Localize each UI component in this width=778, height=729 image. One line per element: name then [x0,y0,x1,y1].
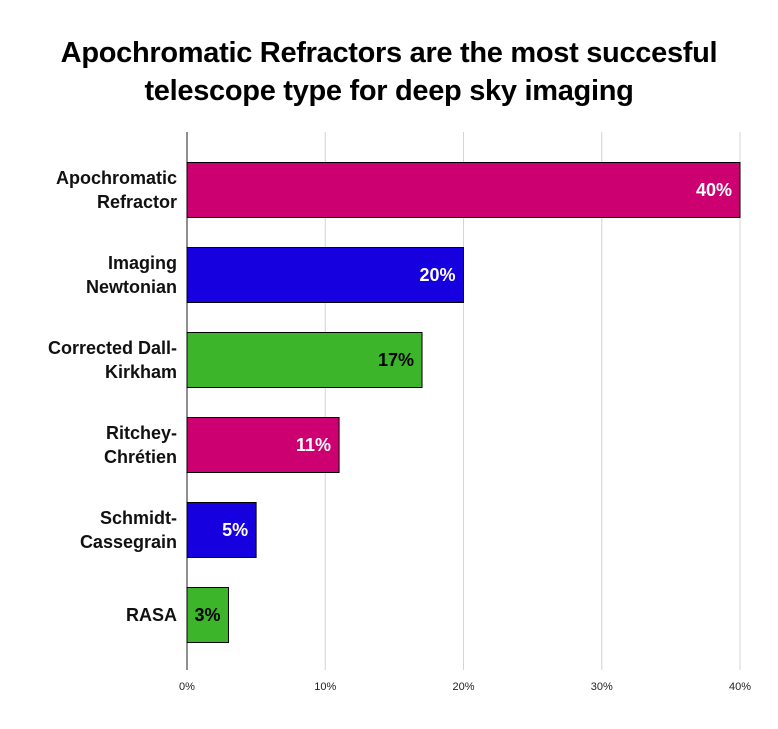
bar-value-label: 5% [222,520,248,540]
category-label: Schmidt- [100,508,177,528]
x-tick-label: 20% [452,681,474,693]
category-label: RASA [126,605,177,625]
bar-value-label: 17% [378,350,414,370]
bar-value-label: 40% [696,180,732,200]
category-label: Newtonian [86,277,177,297]
bar [186,162,741,218]
x-tick-label: 30% [591,681,613,693]
bar [186,502,257,558]
bar [186,247,464,303]
chart-title-line-2: telescope type for deep sky imaging [144,75,634,107]
category-label: Chrétien [104,447,177,467]
category-label: Kirkham [105,362,177,382]
chart-title: Apochromatic Refractors are the most suc… [0,34,778,110]
category-label: Imaging [108,253,177,273]
category-label: Apochromatic [56,168,177,188]
bar [186,332,423,388]
x-tick-label: 0% [179,681,195,693]
chart-title-line-1: Apochromatic Refractors are the most suc… [60,37,718,69]
category-label: Cassegrain [80,532,177,552]
category-label: Ritchey- [106,423,177,443]
bar-value-label: 3% [194,605,220,625]
bar-value-label: 11% [296,435,331,455]
x-tick-label: 10% [314,681,336,693]
category-label: Refractor [97,192,177,212]
bar-value-label: 20% [419,265,455,285]
bar [186,587,229,643]
category-label: Corrected Dall- [48,338,177,358]
bar [186,417,340,473]
x-tick-label: 40% [729,681,751,693]
